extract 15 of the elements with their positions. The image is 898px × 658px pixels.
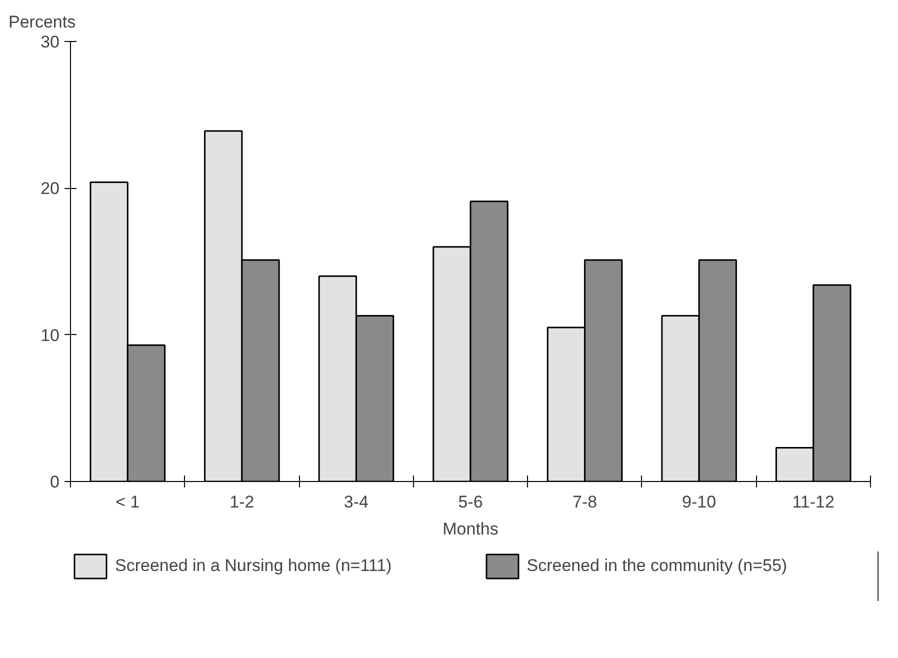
x-axis-title: Months bbox=[442, 520, 498, 538]
x-tick-label: 7-8 bbox=[572, 492, 598, 512]
y-tick-label: 10 bbox=[40, 326, 60, 345]
y-tick-label: 0 bbox=[50, 472, 60, 492]
y-axis-title: Percents bbox=[8, 12, 76, 32]
x-tick-label: < 1 bbox=[116, 492, 140, 512]
x-tick-label: 9-10 bbox=[682, 492, 716, 512]
y-tick-label: 30 bbox=[40, 32, 60, 52]
x-tick-label: 1-2 bbox=[230, 492, 254, 512]
x-tick-label: 11-12 bbox=[792, 492, 834, 512]
legend-label: Screened in the community (n=55) bbox=[526, 556, 788, 576]
legend-label: Screened in a Nursing home (n=111) bbox=[115, 556, 392, 576]
x-tick-label: 5-6 bbox=[458, 492, 483, 512]
x-tick-label: 3-4 bbox=[344, 492, 369, 512]
y-tick-label: 20 bbox=[40, 179, 60, 198]
